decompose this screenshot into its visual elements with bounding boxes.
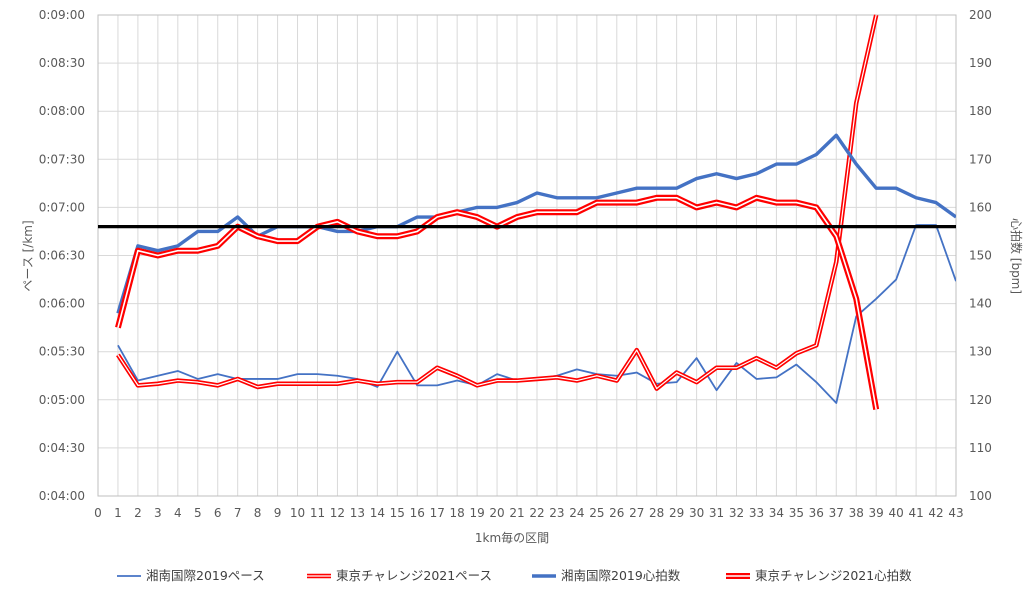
x-tick-label: 22 xyxy=(529,506,544,520)
x-tick-label: 39 xyxy=(869,506,884,520)
x-tick-label: 27 xyxy=(629,506,644,520)
legend-label-shonan-2019-pace: 湘南国際2019ペース xyxy=(146,568,265,583)
x-tick-label: 34 xyxy=(769,506,784,520)
legend-label-tokyo-2021-pace: 東京チャレンジ2021ペース xyxy=(336,568,492,583)
x-tick-label: 15 xyxy=(390,506,405,520)
right-tick-label: 180 xyxy=(969,104,992,118)
left-tick-label: 0:05:30 xyxy=(39,345,85,359)
x-tick-label: 9 xyxy=(274,506,282,520)
right-tick-label: 170 xyxy=(969,152,992,166)
x-tick-label: 24 xyxy=(569,506,584,520)
x-tick-label: 33 xyxy=(749,506,764,520)
x-tick-label: 5 xyxy=(194,506,202,520)
legend-label-tokyo-2021-hr: 東京チャレンジ2021心拍数 xyxy=(755,568,912,583)
x-tick-label: 35 xyxy=(789,506,804,520)
left-tick-label: 0:06:00 xyxy=(39,297,85,311)
series-tokyo-2021-pace xyxy=(116,14,879,391)
right-tick-label: 120 xyxy=(969,393,992,407)
left-tick-label: 0:07:30 xyxy=(39,152,85,166)
x-tick-label: 3 xyxy=(154,506,162,520)
x-tick-label: 41 xyxy=(908,506,923,520)
right-axis-ticks: 100 110 120 130 140 150 160 170 180 190 200 xyxy=(969,8,992,503)
x-tick-label: 23 xyxy=(549,506,564,520)
x-tick-label: 40 xyxy=(888,506,903,520)
x-tick-label: 38 xyxy=(849,506,864,520)
x-tick-label: 17 xyxy=(430,506,445,520)
x-tick-label: 2 xyxy=(134,506,142,520)
series-layer xyxy=(98,14,956,410)
x-tick-label: 19 xyxy=(469,506,484,520)
legend-label-shonan-2019-hr: 湘南国際2019心拍数 xyxy=(561,568,681,583)
x-tick-label: 7 xyxy=(234,506,242,520)
x-tick-label: 36 xyxy=(809,506,824,520)
right-axis-title: 心拍数 [bpm] xyxy=(1009,218,1024,294)
right-tick-label: 130 xyxy=(969,345,992,359)
right-tick-label: 160 xyxy=(969,200,992,214)
legend: 湘南国際2019ペース 東京チャレンジ2021ペース 湘南国際2019心拍数 東… xyxy=(117,568,912,583)
series-tokyo-2021-pace-line-inner xyxy=(117,14,877,390)
left-tick-label: 0:04:00 xyxy=(39,489,85,503)
x-tick-label: 25 xyxy=(589,506,604,520)
legend-item-shonan-2019-hr: 湘南国際2019心拍数 xyxy=(532,568,681,583)
left-tick-label: 0:05:00 xyxy=(39,393,85,407)
x-tick-label: 37 xyxy=(829,506,844,520)
x-tick-label: 4 xyxy=(174,506,182,520)
x-tick-label: 16 xyxy=(410,506,425,520)
legend-item-tokyo-2021-pace: 東京チャレンジ2021ペース xyxy=(307,568,492,583)
x-tick-label: 28 xyxy=(649,506,664,520)
x-axis-title: 1km毎の区間 xyxy=(475,530,549,545)
x-tick-label: 29 xyxy=(669,506,684,520)
x-tick-label: 31 xyxy=(709,506,724,520)
right-tick-label: 110 xyxy=(969,441,992,455)
x-tick-label: 12 xyxy=(330,506,345,520)
left-tick-label: 0:07:00 xyxy=(39,200,85,214)
plot-frame xyxy=(97,14,957,497)
legend-item-shonan-2019-pace: 湘南国際2019ペース xyxy=(117,568,265,583)
left-tick-label: 0:08:00 xyxy=(39,104,85,118)
x-tick-label: 6 xyxy=(214,506,222,520)
right-tick-label: 190 xyxy=(969,56,992,70)
left-tick-label: 0:04:30 xyxy=(39,441,85,455)
x-tick-label: 0 xyxy=(94,506,102,520)
x-axis-ticks: 0 1 2 3 4 5 6 7 8 9 10 11 12 13 14 15 16 17 18 19 20 21 22 23 24… xyxy=(94,506,963,520)
x-tick-label: 21 xyxy=(509,506,524,520)
legend-item-tokyo-2021-hr: 東京チャレンジ2021心拍数 xyxy=(726,568,912,583)
left-tick-label: 0:09:00 xyxy=(39,8,85,22)
x-tick-label: 13 xyxy=(350,506,365,520)
x-tick-label: 30 xyxy=(689,506,704,520)
x-tick-label: 11 xyxy=(310,506,325,520)
x-tick-label: 10 xyxy=(290,506,305,520)
left-axis-ticks: 0:04:00 0:04:30 0:05:00 0:05:30 0:06:00 0:06:… xyxy=(39,8,85,503)
right-tick-label: 100 xyxy=(969,489,992,503)
left-tick-label: 0:06:30 xyxy=(39,249,85,263)
right-tick-label: 140 xyxy=(969,297,992,311)
right-tick-label: 200 xyxy=(969,8,992,22)
x-tick-label: 43 xyxy=(948,506,963,520)
x-tick-label: 8 xyxy=(254,506,262,520)
plot-grid xyxy=(97,14,957,497)
x-tick-label: 14 xyxy=(370,506,385,520)
x-tick-label: 1 xyxy=(114,506,122,520)
left-axis-title: ペース [/km] xyxy=(21,220,35,291)
right-tick-label: 150 xyxy=(969,249,992,263)
x-tick-label: 32 xyxy=(729,506,744,520)
x-tick-label: 42 xyxy=(928,506,943,520)
x-tick-label: 18 xyxy=(450,506,465,520)
x-tick-label: 20 xyxy=(489,506,504,520)
x-tick-label: 26 xyxy=(609,506,624,520)
left-tick-label: 0:08:30 xyxy=(39,56,85,70)
